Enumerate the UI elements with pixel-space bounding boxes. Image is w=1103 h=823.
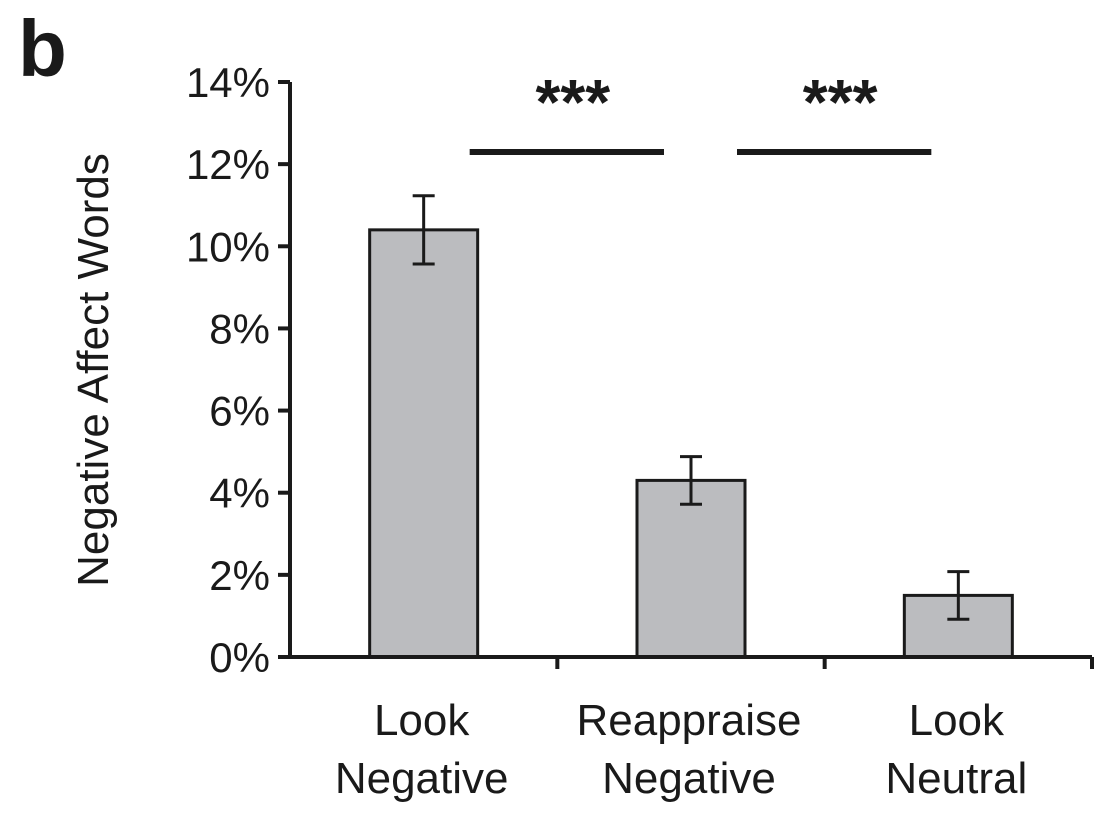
category-label-line2: Negative xyxy=(602,754,776,803)
y-tick-label: 10% xyxy=(186,223,270,270)
y-tick-label: 14% xyxy=(186,59,270,106)
y-axis-label: Negative Affect Words xyxy=(69,153,118,587)
y-tick-label: 4% xyxy=(209,470,270,517)
bars-group xyxy=(368,228,1014,659)
category-label-line1: Look xyxy=(374,696,470,745)
significance-label-1: *** xyxy=(803,66,878,138)
bar-0 xyxy=(368,228,480,659)
bar-1 xyxy=(635,478,747,659)
category-label-line2: Negative xyxy=(335,754,509,803)
y-tick-label: 2% xyxy=(209,552,270,599)
y-tick-label: 6% xyxy=(209,388,270,435)
y-tick-label: 8% xyxy=(209,305,270,352)
category-labels: Look Negative Reappraise Negative Look Neutra… xyxy=(335,696,1027,803)
x-axis-ticks xyxy=(555,657,1094,669)
error-bars-group xyxy=(412,194,970,621)
y-tick-label: 12% xyxy=(186,141,270,188)
significance-label-0: *** xyxy=(535,66,610,138)
category-label-line2: Neutral xyxy=(885,754,1027,803)
category-label-line1: Reappraise xyxy=(576,696,801,745)
category-label-line1: Look xyxy=(909,696,1005,745)
y-axis-ticks: 0% 2% 4% 6% 8% 10% 12% 14% xyxy=(186,59,290,681)
y-tick-label: 0% xyxy=(209,634,270,681)
significance-group: *** *** xyxy=(469,66,932,155)
panel-label: b xyxy=(18,4,67,93)
